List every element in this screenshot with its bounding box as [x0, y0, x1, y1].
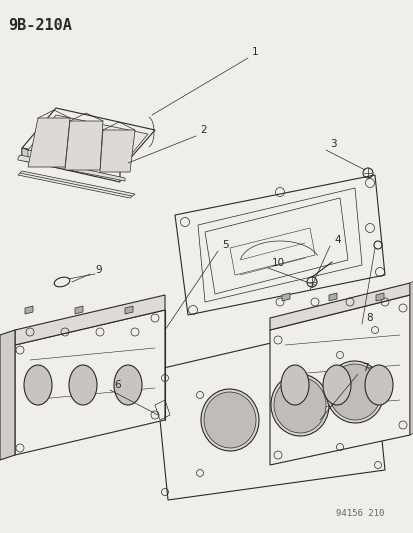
- Ellipse shape: [325, 361, 383, 423]
- Text: 6: 6: [114, 380, 120, 390]
- Polygon shape: [375, 293, 383, 301]
- Polygon shape: [15, 295, 165, 345]
- Polygon shape: [22, 108, 154, 170]
- Polygon shape: [18, 171, 135, 198]
- Polygon shape: [269, 283, 409, 330]
- Ellipse shape: [271, 374, 328, 436]
- Text: 7: 7: [361, 363, 368, 373]
- Text: 5: 5: [221, 240, 228, 250]
- Text: 1: 1: [252, 47, 258, 57]
- Polygon shape: [281, 293, 289, 301]
- Polygon shape: [0, 330, 15, 460]
- Polygon shape: [28, 115, 147, 168]
- Text: 9: 9: [95, 265, 101, 275]
- Ellipse shape: [280, 365, 308, 405]
- Polygon shape: [25, 306, 33, 314]
- Ellipse shape: [69, 365, 97, 405]
- Polygon shape: [22, 148, 28, 162]
- Ellipse shape: [24, 365, 52, 405]
- Polygon shape: [100, 130, 135, 172]
- Text: 4: 4: [333, 235, 340, 245]
- Text: 94156 210: 94156 210: [335, 509, 383, 518]
- Polygon shape: [65, 121, 103, 170]
- Ellipse shape: [322, 365, 350, 405]
- Polygon shape: [22, 148, 120, 182]
- Ellipse shape: [114, 365, 142, 405]
- Polygon shape: [154, 320, 384, 500]
- Ellipse shape: [204, 392, 255, 448]
- Ellipse shape: [200, 389, 259, 451]
- Ellipse shape: [364, 365, 392, 405]
- Polygon shape: [175, 175, 384, 315]
- Ellipse shape: [328, 364, 380, 420]
- Text: 10: 10: [271, 258, 285, 268]
- Ellipse shape: [273, 377, 325, 433]
- Text: 2: 2: [199, 125, 206, 135]
- Ellipse shape: [54, 277, 70, 287]
- Polygon shape: [409, 281, 413, 435]
- Text: 3: 3: [329, 139, 336, 149]
- Polygon shape: [28, 118, 70, 167]
- Polygon shape: [18, 155, 125, 181]
- Polygon shape: [75, 306, 83, 314]
- Polygon shape: [125, 306, 133, 314]
- Text: 8: 8: [365, 313, 372, 323]
- Text: 9B-210A: 9B-210A: [8, 18, 72, 33]
- Polygon shape: [15, 310, 165, 455]
- Polygon shape: [269, 295, 409, 465]
- Polygon shape: [328, 293, 336, 301]
